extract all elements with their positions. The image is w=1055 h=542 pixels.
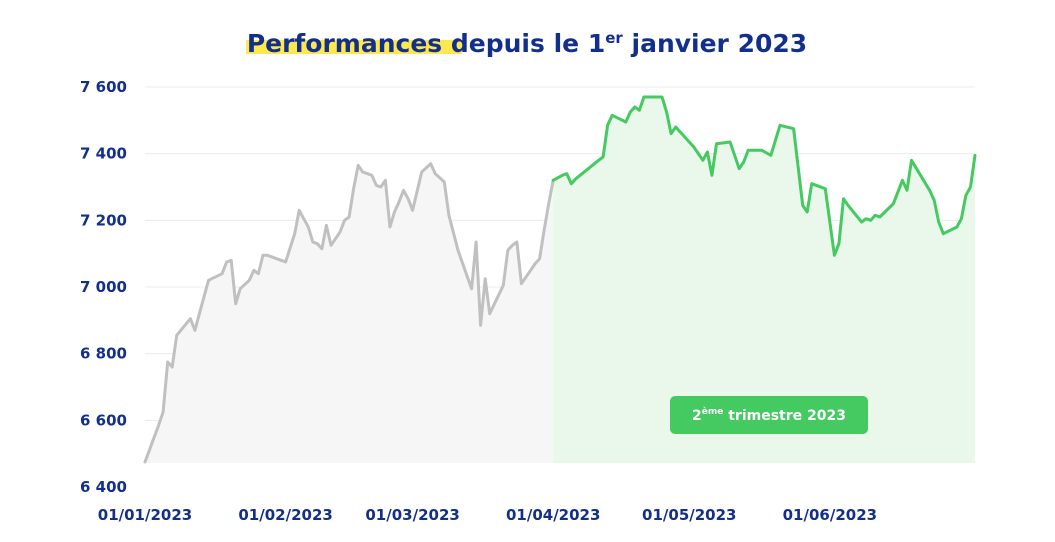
title-highlight-word: Performances [247,29,442,58]
x-axis-ticks: 01/01/2023 01/02/2023 01/03/2023 01/04/2023… [98,506,877,524]
badge-rest: trimestre 2023 [723,408,846,424]
title-part2: janvier 2023 [623,29,807,58]
quarter-badge-label: 2ème trimestre 2023 [692,406,846,424]
y-axis-ticks: 7 600 7 400 7 200 7 000 6 800 6 600 6 400 [80,78,127,496]
y-tick-label: 6 800 [80,345,127,363]
x-tick-label: 01/04/2023 [506,506,600,524]
x-tick-label: 01/02/2023 [238,506,332,524]
chart-title-text: Performances depuis le 1er janvier 2023 [247,29,807,58]
q2-area-fill [553,97,975,463]
q1-area-fill [145,163,554,463]
badge-superscript: ème [702,406,724,417]
title-superscript: er [605,29,623,47]
quarter-badge: 2ème trimestre 2023 [670,396,868,434]
y-tick-label: 6 600 [80,411,127,429]
y-tick-label: 7 200 [80,211,127,229]
title-highlight-bar [246,40,462,54]
badge-number: 2 [692,408,702,424]
y-tick-label: 7 400 [80,145,127,163]
x-tick-label: 01/05/2023 [642,506,736,524]
chart-title: Performances depuis le 1er janvier 2023 [246,29,807,58]
q1-series-line [143,162,555,464]
title-part1: depuis le 1 [442,29,605,58]
area-fills [145,97,975,463]
series-lines [143,95,977,464]
q2-series-line [551,95,977,257]
y-tick-label: 7 600 [80,78,127,96]
quarter-badge-box [670,396,868,434]
y-tick-label: 6 400 [80,478,127,496]
y-tick-label: 7 000 [80,278,127,296]
x-tick-label: 01/03/2023 [365,506,459,524]
x-tick-label: 01/01/2023 [98,506,192,524]
x-tick-label: 01/06/2023 [783,506,877,524]
